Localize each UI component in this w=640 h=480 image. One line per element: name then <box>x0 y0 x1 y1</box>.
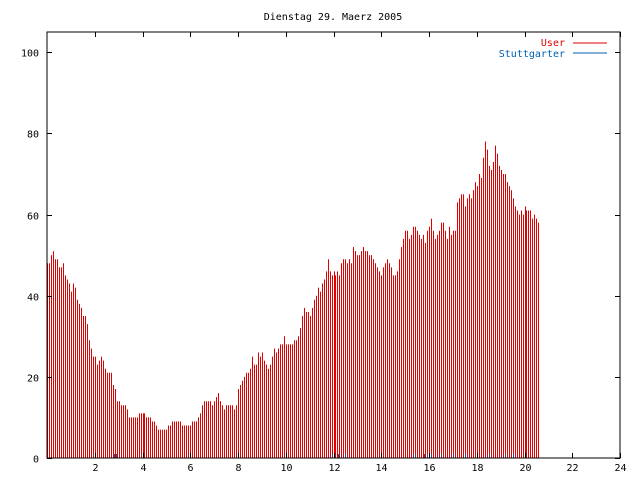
y-tick-label: 20 <box>27 374 39 385</box>
chart-title: Dienstag 29. Maerz 2005 <box>264 12 402 23</box>
legend: User Stuttgarter <box>499 38 607 60</box>
x-tick-label: 16 <box>423 463 435 474</box>
x-tick-label: 24 <box>614 463 626 474</box>
x-tick-label: 2 <box>92 463 98 474</box>
x-axis: 2 4 6 8 10 12 14 16 18 20 22 24 <box>92 32 627 474</box>
x-tick-label: 4 <box>140 463 146 474</box>
y-axis: 0 20 40 60 80 100 <box>21 49 620 466</box>
x-tick-label: 6 <box>187 463 193 474</box>
x-tick-label: 8 <box>235 463 241 474</box>
plot-frame <box>46 31 621 459</box>
bars-user <box>47 141 539 458</box>
y-tick-label: 100 <box>21 49 39 60</box>
x-tick-label: 12 <box>328 463 340 474</box>
y-tick-label: 80 <box>27 130 39 141</box>
y-tick-label: 60 <box>27 212 39 223</box>
legend-label-stuttgarter: Stuttgarter <box>499 49 565 60</box>
y-tick-label: 0 <box>33 455 39 466</box>
x-tick-label: 10 <box>280 463 292 474</box>
x-tick-label: 20 <box>519 463 531 474</box>
legend-label-user: User <box>541 38 565 49</box>
x-tick-label: 22 <box>566 463 578 474</box>
y-tick-label: 40 <box>27 293 39 304</box>
x-tick-label: 18 <box>471 463 483 474</box>
x-tick-label: 14 <box>375 463 387 474</box>
